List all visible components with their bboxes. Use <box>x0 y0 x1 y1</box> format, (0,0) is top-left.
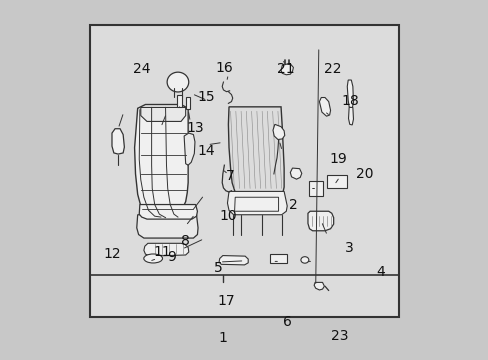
Text: 10: 10 <box>219 209 237 223</box>
Text: 1: 1 <box>218 332 227 345</box>
Polygon shape <box>134 104 188 218</box>
Polygon shape <box>281 64 293 75</box>
FancyBboxPatch shape <box>269 254 286 263</box>
Text: 6: 6 <box>282 315 291 329</box>
FancyBboxPatch shape <box>177 95 181 107</box>
Text: 11: 11 <box>153 245 171 259</box>
Text: 21: 21 <box>276 62 294 76</box>
FancyBboxPatch shape <box>89 25 399 317</box>
Polygon shape <box>313 282 324 290</box>
FancyBboxPatch shape <box>185 97 190 109</box>
Polygon shape <box>227 192 286 215</box>
Polygon shape <box>139 204 197 219</box>
FancyBboxPatch shape <box>64 0 424 360</box>
Text: 8: 8 <box>181 234 190 248</box>
Text: 9: 9 <box>167 251 176 264</box>
Text: 14: 14 <box>197 144 215 158</box>
Ellipse shape <box>167 72 188 92</box>
Text: 2: 2 <box>289 198 298 212</box>
Text: 22: 22 <box>324 62 341 76</box>
Text: 12: 12 <box>103 247 121 261</box>
Polygon shape <box>290 168 301 179</box>
Text: 18: 18 <box>341 94 359 108</box>
Polygon shape <box>307 211 333 231</box>
Polygon shape <box>184 133 195 165</box>
FancyBboxPatch shape <box>308 181 323 196</box>
FancyBboxPatch shape <box>327 175 346 188</box>
Text: 15: 15 <box>197 90 215 104</box>
Polygon shape <box>319 98 330 116</box>
Text: 3: 3 <box>345 242 353 255</box>
Text: 17: 17 <box>217 294 234 307</box>
Ellipse shape <box>143 254 162 263</box>
Polygon shape <box>112 129 124 154</box>
Polygon shape <box>346 80 353 108</box>
Polygon shape <box>219 256 248 265</box>
Polygon shape <box>137 215 198 238</box>
Polygon shape <box>143 243 188 256</box>
Polygon shape <box>272 124 284 140</box>
Text: 13: 13 <box>186 121 204 135</box>
Text: 7: 7 <box>225 170 234 183</box>
Text: 5: 5 <box>213 261 222 275</box>
Text: 24: 24 <box>133 62 150 76</box>
Ellipse shape <box>300 257 308 263</box>
Text: 4: 4 <box>375 265 384 279</box>
Text: 19: 19 <box>329 152 347 166</box>
Text: 16: 16 <box>215 62 233 75</box>
Text: 23: 23 <box>330 329 347 342</box>
Polygon shape <box>348 107 353 125</box>
Text: 20: 20 <box>355 167 373 180</box>
Polygon shape <box>141 107 185 121</box>
